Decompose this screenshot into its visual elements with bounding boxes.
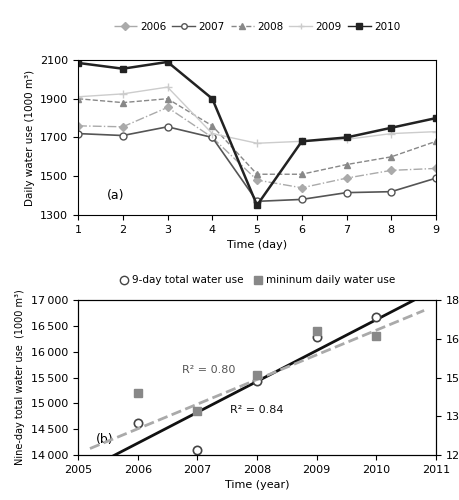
Y-axis label: Nine-day total water use  (1000 m³): Nine-day total water use (1000 m³) <box>16 290 25 466</box>
2006 <box>75 123 81 129</box>
2006 <box>299 185 305 191</box>
2008 <box>433 138 439 144</box>
2009 <box>120 91 126 97</box>
2007 <box>433 175 439 181</box>
2006 <box>344 175 349 181</box>
2006 <box>165 104 170 110</box>
2007 <box>120 132 126 138</box>
2007 <box>254 198 260 204</box>
2009 <box>389 130 394 136</box>
2006 <box>389 168 394 173</box>
2009 <box>75 94 81 100</box>
2010 <box>120 66 126 71</box>
2008 <box>344 162 349 168</box>
2010 <box>209 96 215 102</box>
2006 <box>433 166 439 172</box>
Legend: 9-day total water use, mininum daily water use: 9-day total water use, mininum daily wat… <box>115 271 399 289</box>
2009 <box>209 130 215 136</box>
2009 <box>299 138 305 144</box>
Text: R² = 0.80: R² = 0.80 <box>183 366 236 376</box>
2007 <box>344 190 349 196</box>
2006 <box>120 124 126 130</box>
2007 <box>299 196 305 202</box>
Line: 2009: 2009 <box>74 83 440 148</box>
2008 <box>165 96 170 102</box>
Line: 2008: 2008 <box>74 96 440 178</box>
2007 <box>165 124 170 130</box>
X-axis label: Time (year): Time (year) <box>225 480 289 490</box>
2008 <box>75 96 81 102</box>
Y-axis label: Daily water use (1000 m³): Daily water use (1000 m³) <box>25 70 34 205</box>
2009 <box>165 84 170 90</box>
2010 <box>165 59 170 65</box>
Line: 2006: 2006 <box>75 104 439 190</box>
2009 <box>344 136 349 142</box>
2010 <box>344 134 349 140</box>
Line: 2010: 2010 <box>75 59 439 208</box>
2008 <box>209 123 215 129</box>
2010 <box>254 202 260 208</box>
2007 <box>209 134 215 140</box>
Line: 2007: 2007 <box>74 124 440 205</box>
Text: R² = 0.84: R² = 0.84 <box>230 404 284 414</box>
Text: (b): (b) <box>96 432 113 446</box>
2006 <box>254 177 260 183</box>
2007 <box>75 130 81 136</box>
2006 <box>209 134 215 140</box>
2010 <box>75 60 81 66</box>
2009 <box>254 140 260 146</box>
2010 <box>389 125 394 131</box>
2010 <box>299 138 305 144</box>
Text: (a): (a) <box>106 190 124 202</box>
Legend: 2006, 2007, 2008, 2009, 2010: 2006, 2007, 2008, 2009, 2010 <box>110 18 404 36</box>
2009 <box>433 128 439 134</box>
X-axis label: Time (day): Time (day) <box>227 240 287 250</box>
2010 <box>433 115 439 121</box>
2008 <box>389 154 394 160</box>
2008 <box>254 171 260 177</box>
2007 <box>389 188 394 194</box>
2008 <box>299 171 305 177</box>
2008 <box>120 100 126 105</box>
